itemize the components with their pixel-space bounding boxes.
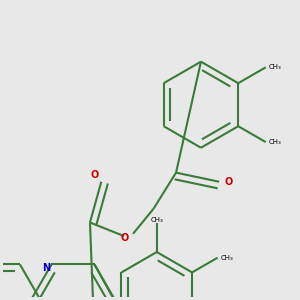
Text: CH₃: CH₃ (150, 217, 163, 223)
Text: O: O (225, 177, 233, 187)
Text: CH₃: CH₃ (269, 64, 282, 70)
Text: O: O (90, 170, 99, 180)
Text: N: N (42, 263, 50, 273)
Text: CH₃: CH₃ (221, 255, 234, 261)
Text: O: O (121, 233, 129, 243)
Text: CH₃: CH₃ (269, 139, 282, 145)
